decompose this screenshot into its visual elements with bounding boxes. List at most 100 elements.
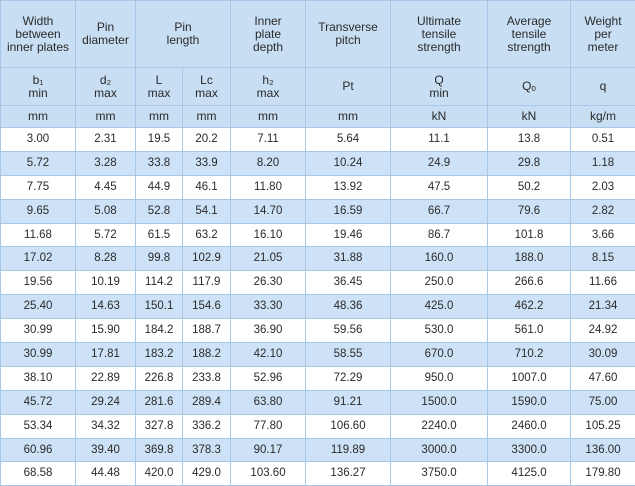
data-cell: 52.96 [230, 365, 307, 391]
data-cell: 5.72 [0, 150, 76, 176]
data-cell: 1590.0 [487, 389, 572, 415]
data-cell: 68.58 [0, 461, 76, 486]
data-cell: 17.81 [75, 342, 136, 367]
data-cell: 30.99 [0, 342, 76, 367]
data-cell: 136.00 [570, 437, 635, 463]
unit-cell: mm [0, 105, 76, 128]
data-row: 19.56 10.19 114.2 117.9 26.30 36.45 250.0 266.6… [0, 270, 635, 296]
data-cell: 281.6 [135, 389, 183, 415]
data-cell: 5.08 [75, 198, 136, 224]
data-row: 7.75 4.45 44.9 46.1 11.80 13.92 47.5 50.2 2.03 [0, 174, 635, 200]
data-cell: 48.36 [305, 294, 392, 320]
data-cell: 336.2 [181, 413, 232, 439]
header-row: Width between inner plates Pin diameter Pi… [0, 0, 635, 68]
data-cell: 15.90 [75, 318, 136, 344]
data-cell: 7.11 [230, 127, 307, 152]
data-cell: 33.8 [135, 150, 183, 176]
data-cell: 119.89 [305, 437, 392, 463]
data-cell: 1007.0 [487, 365, 572, 391]
data-cell: 2.82 [570, 198, 635, 224]
header-cell: Weight per meter [570, 0, 635, 68]
data-row: 45.72 29.24 281.6 289.4 63.80 91.21 1500.0 1590… [0, 389, 635, 415]
unit-cell: kN [390, 105, 489, 128]
data-cell: 136.27 [305, 461, 392, 486]
data-cell: 950.0 [390, 365, 489, 391]
data-cell: 7.75 [0, 174, 76, 200]
data-cell: 5.64 [305, 127, 392, 152]
data-cell: 183.2 [135, 342, 183, 367]
data-cell: 105.25 [570, 413, 635, 439]
data-row: 53.34 34.32 327.8 336.2 77.80 106.60 2240.0 246… [0, 413, 635, 439]
data-cell: 462.2 [487, 294, 572, 320]
data-cell: 154.6 [181, 294, 232, 320]
data-cell: 45.72 [0, 389, 76, 415]
data-cell: 11.80 [230, 174, 307, 200]
symbol-cell: b₁ min [0, 67, 76, 106]
symbol-cell: Lᴄ max [181, 67, 232, 106]
symbol-cell: Qₒ [487, 67, 572, 106]
data-cell: 61.5 [135, 222, 183, 248]
data-cell: 21.05 [230, 246, 307, 272]
header-cell: Ultimate tensile strength [390, 0, 489, 68]
data-cell: 39.40 [75, 437, 136, 463]
data-cell: 10.19 [75, 270, 136, 296]
data-cell: 58.55 [305, 342, 392, 367]
data-cell: 420.0 [135, 461, 183, 486]
data-cell: 34.32 [75, 413, 136, 439]
data-cell: 63.2 [181, 222, 232, 248]
data-cell: 29.24 [75, 389, 136, 415]
data-cell: 66.7 [390, 198, 489, 224]
data-cell: 561.0 [487, 318, 572, 344]
data-row: 3.00 2.31 19.5 20.2 7.11 5.64 11.1 13.8 0.51 [0, 127, 635, 152]
data-cell: 47.5 [390, 174, 489, 200]
data-cell: 1500.0 [390, 389, 489, 415]
data-cell: 289.4 [181, 389, 232, 415]
data-cell: 233.8 [181, 365, 232, 391]
data-cell: 42.10 [230, 342, 307, 367]
data-cell: 24.92 [570, 318, 635, 344]
data-cell: 4.45 [75, 174, 136, 200]
data-row: 38.10 22.89 226.8 233.8 52.96 72.29 950.0 1007.… [0, 365, 635, 391]
data-cell: 369.8 [135, 437, 183, 463]
data-cell: 429.0 [181, 461, 232, 486]
data-cell: 11.1 [390, 127, 489, 152]
data-cell: 53.34 [0, 413, 76, 439]
data-cell: 4125.0 [487, 461, 572, 486]
data-cell: 31.88 [305, 246, 392, 272]
data-cell: 20.2 [181, 127, 232, 152]
unit-cell: kN [487, 105, 572, 128]
header-cell: Pin diameter [75, 0, 136, 68]
data-cell: 9.65 [0, 198, 76, 224]
data-cell: 19.56 [0, 270, 76, 296]
data-cell: 2460.0 [487, 413, 572, 439]
header-cell: Transverse pitch [305, 0, 392, 68]
data-cell: 3750.0 [390, 461, 489, 486]
data-row: 68.58 44.48 420.0 429.0 103.60 136.27 3750.0 41… [0, 461, 635, 486]
data-cell: 2.31 [75, 127, 136, 152]
data-cell: 5.72 [75, 222, 136, 248]
data-row: 5.72 3.28 33.8 33.9 8.20 10.24 24.9 29.8 1.18 [0, 150, 635, 176]
data-cell: 103.60 [230, 461, 307, 486]
data-cell: 250.0 [390, 270, 489, 296]
data-cell: 266.6 [487, 270, 572, 296]
data-cell: 30.09 [570, 342, 635, 367]
symbol-cell: Pt [305, 67, 392, 106]
data-cell: 29.8 [487, 150, 572, 176]
data-cell: 226.8 [135, 365, 183, 391]
data-cell: 150.1 [135, 294, 183, 320]
data-cell: 63.80 [230, 389, 307, 415]
data-cell: 86.7 [390, 222, 489, 248]
data-cell: 1.18 [570, 150, 635, 176]
data-cell: 59.56 [305, 318, 392, 344]
data-cell: 188.0 [487, 246, 572, 272]
data-cell: 0.51 [570, 127, 635, 152]
data-cell: 19.46 [305, 222, 392, 248]
data-cell: 25.40 [0, 294, 76, 320]
data-cell: 3.28 [75, 150, 136, 176]
data-cell: 30.99 [0, 318, 76, 344]
data-cell: 8.28 [75, 246, 136, 272]
unit-cell: mm [135, 105, 183, 128]
data-cell: 13.8 [487, 127, 572, 152]
header-cell: Width between inner plates [0, 0, 76, 68]
